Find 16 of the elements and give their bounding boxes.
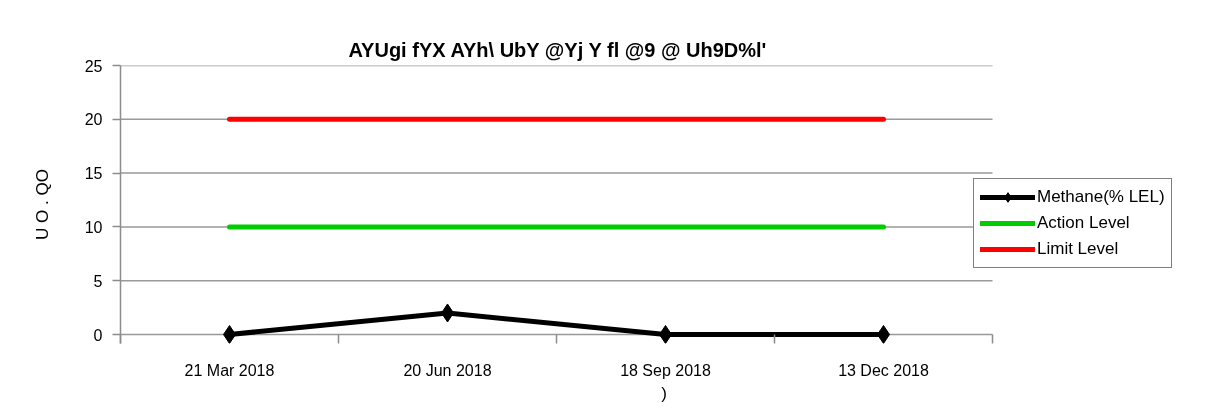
y-tick-label: 5: [93, 272, 103, 290]
x-tick-label: 13 Dec 2018: [838, 361, 929, 379]
x-axis-title: ): [661, 383, 667, 403]
y-tick-label: 15: [84, 165, 103, 183]
y-axis-title: U O . QO: [32, 169, 52, 240]
x-tick-label: 18 Sep 2018: [620, 361, 711, 379]
legend-label: Methane(% LEL): [1037, 187, 1165, 207]
y-tick-label: 20: [84, 111, 103, 129]
legend-label: Limit Level: [1037, 239, 1119, 259]
x-tick-label: 20 Jun 2018: [403, 361, 492, 379]
y-tick-label: 0: [93, 326, 103, 344]
y-tick-label: 25: [84, 57, 103, 75]
x-tick-label: 21 Mar 2018: [184, 361, 275, 379]
legend-label: Action Level: [1037, 213, 1130, 233]
y-tick-label: 10: [84, 218, 103, 236]
chart-title: AYUgi fYX AYh\ UbY @Yj Y fl @9 @ Uh9D%l': [348, 38, 767, 61]
